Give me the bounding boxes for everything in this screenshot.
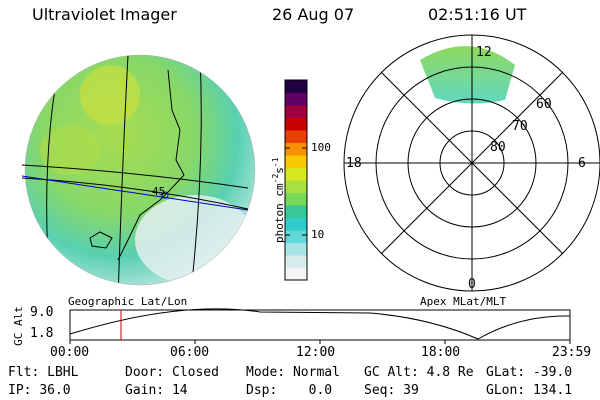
altitude-frame — [69, 309, 571, 341]
colorbar-band — [285, 180, 307, 193]
apex-caption: Apex MLat/MLT — [420, 295, 507, 308]
colorbar-band — [285, 155, 307, 168]
mlt-12-label: 12 — [476, 45, 492, 60]
colorbar-band — [285, 192, 307, 206]
mode-label: Mode: — [246, 365, 286, 380]
geographic-image — [25, 55, 255, 285]
seq-value: 39 — [403, 383, 419, 398]
unit-s: s — [272, 167, 286, 174]
instrument-title: Ultraviolet Imager — [32, 5, 177, 24]
colorbar-band — [285, 267, 307, 281]
unit-photon: photon cm — [272, 183, 286, 243]
flt-value: LBHL — [47, 365, 79, 380]
gcalt-label: GC Alt: — [364, 365, 419, 380]
mlt-6-label: 6 — [578, 156, 586, 171]
colorbar-band — [285, 230, 307, 243]
glon-value: 134.1 — [532, 383, 573, 398]
mlt-0-label: 0 — [468, 277, 476, 292]
altitude-curve — [69, 308, 571, 340]
gcalt-value: 4.8 Re — [426, 365, 474, 380]
time-label: 02:51:16 UT — [428, 5, 527, 24]
ip-field: IP: 36.0 — [8, 384, 71, 398]
colorbar-band — [285, 142, 307, 156]
latitude-marker-label: 45 — [152, 185, 166, 198]
mode-value: Normal — [292, 365, 340, 380]
time-tick-0600: 06:00 — [170, 345, 210, 360]
colorbar-band — [285, 167, 307, 181]
colorbar-band — [285, 105, 307, 118]
ip-value: 36.0 — [39, 383, 71, 398]
unit-sup1: -2 — [271, 173, 281, 184]
glat-value: -39.0 — [532, 365, 573, 380]
gain-label: Gain: — [125, 383, 165, 398]
dsp-label: Dsp: — [246, 383, 278, 398]
gcalt-field: GC Alt: 4.8 Re — [364, 366, 474, 380]
colorbar-band — [285, 92, 307, 106]
time-tick-1200: 12:00 — [296, 345, 336, 360]
colorbar-band — [285, 80, 307, 93]
colorbar-band — [285, 130, 307, 143]
date-label: 26 Aug 07 — [272, 5, 355, 24]
altitude-ylabel: GC Alt — [12, 306, 25, 346]
flt-label: Flt: — [8, 365, 40, 380]
colorbar-band — [285, 255, 307, 268]
geographic-caption: Geographic Lat/Lon — [68, 295, 188, 308]
dsp-value: 0.0 — [308, 383, 333, 398]
gain-value: 14 — [171, 383, 188, 398]
polar-grid — [343, 34, 600, 292]
mlt-18-label: 18 — [346, 156, 362, 171]
colorbar — [285, 80, 307, 281]
colorbar-band — [285, 117, 307, 131]
mode-field: Mode: Normal — [246, 366, 340, 380]
glon-field: GLon: 134.1 — [486, 384, 572, 398]
unit-sup2: -1 — [271, 157, 281, 168]
ip-label: IP: — [8, 383, 32, 398]
seq-field: Seq: 39 — [364, 384, 419, 398]
colorbar-tick-10: 10 — [311, 228, 325, 241]
mlat-60-label: 60 — [536, 97, 552, 112]
alt-tick-9: 9.0 — [30, 305, 54, 320]
colorbar-tick-100: 100 — [311, 141, 331, 154]
alt-tick-1-8: 1.8 — [30, 326, 54, 341]
door-value: Closed — [171, 365, 219, 380]
door-field: Door: Closed — [125, 366, 219, 380]
door-label: Door: — [125, 365, 165, 380]
time-tick-1800: 18:00 — [421, 345, 461, 360]
glat-label: GLat: — [486, 365, 526, 380]
time-tick-2359: 23:59 — [552, 345, 592, 360]
dsp-field: Dsp: 0.0 — [246, 384, 332, 398]
glon-label: GLon: — [486, 383, 526, 398]
glat-field: GLat: -39.0 — [486, 366, 572, 380]
colorbar-unit-label: photon cm-2s-1 — [258, 147, 286, 267]
time-tick-0000: 00:00 — [50, 345, 90, 360]
colorbar-band — [285, 242, 307, 256]
flt-field: Flt: LBHL — [8, 366, 78, 380]
seq-label: Seq: — [364, 383, 396, 398]
gain-field: Gain: 14 — [125, 384, 188, 398]
colorbar-band — [285, 205, 307, 218]
colorbar-band — [285, 217, 307, 231]
mlat-80-label: 80 — [490, 140, 506, 155]
mlat-70-label: 70 — [512, 119, 528, 134]
